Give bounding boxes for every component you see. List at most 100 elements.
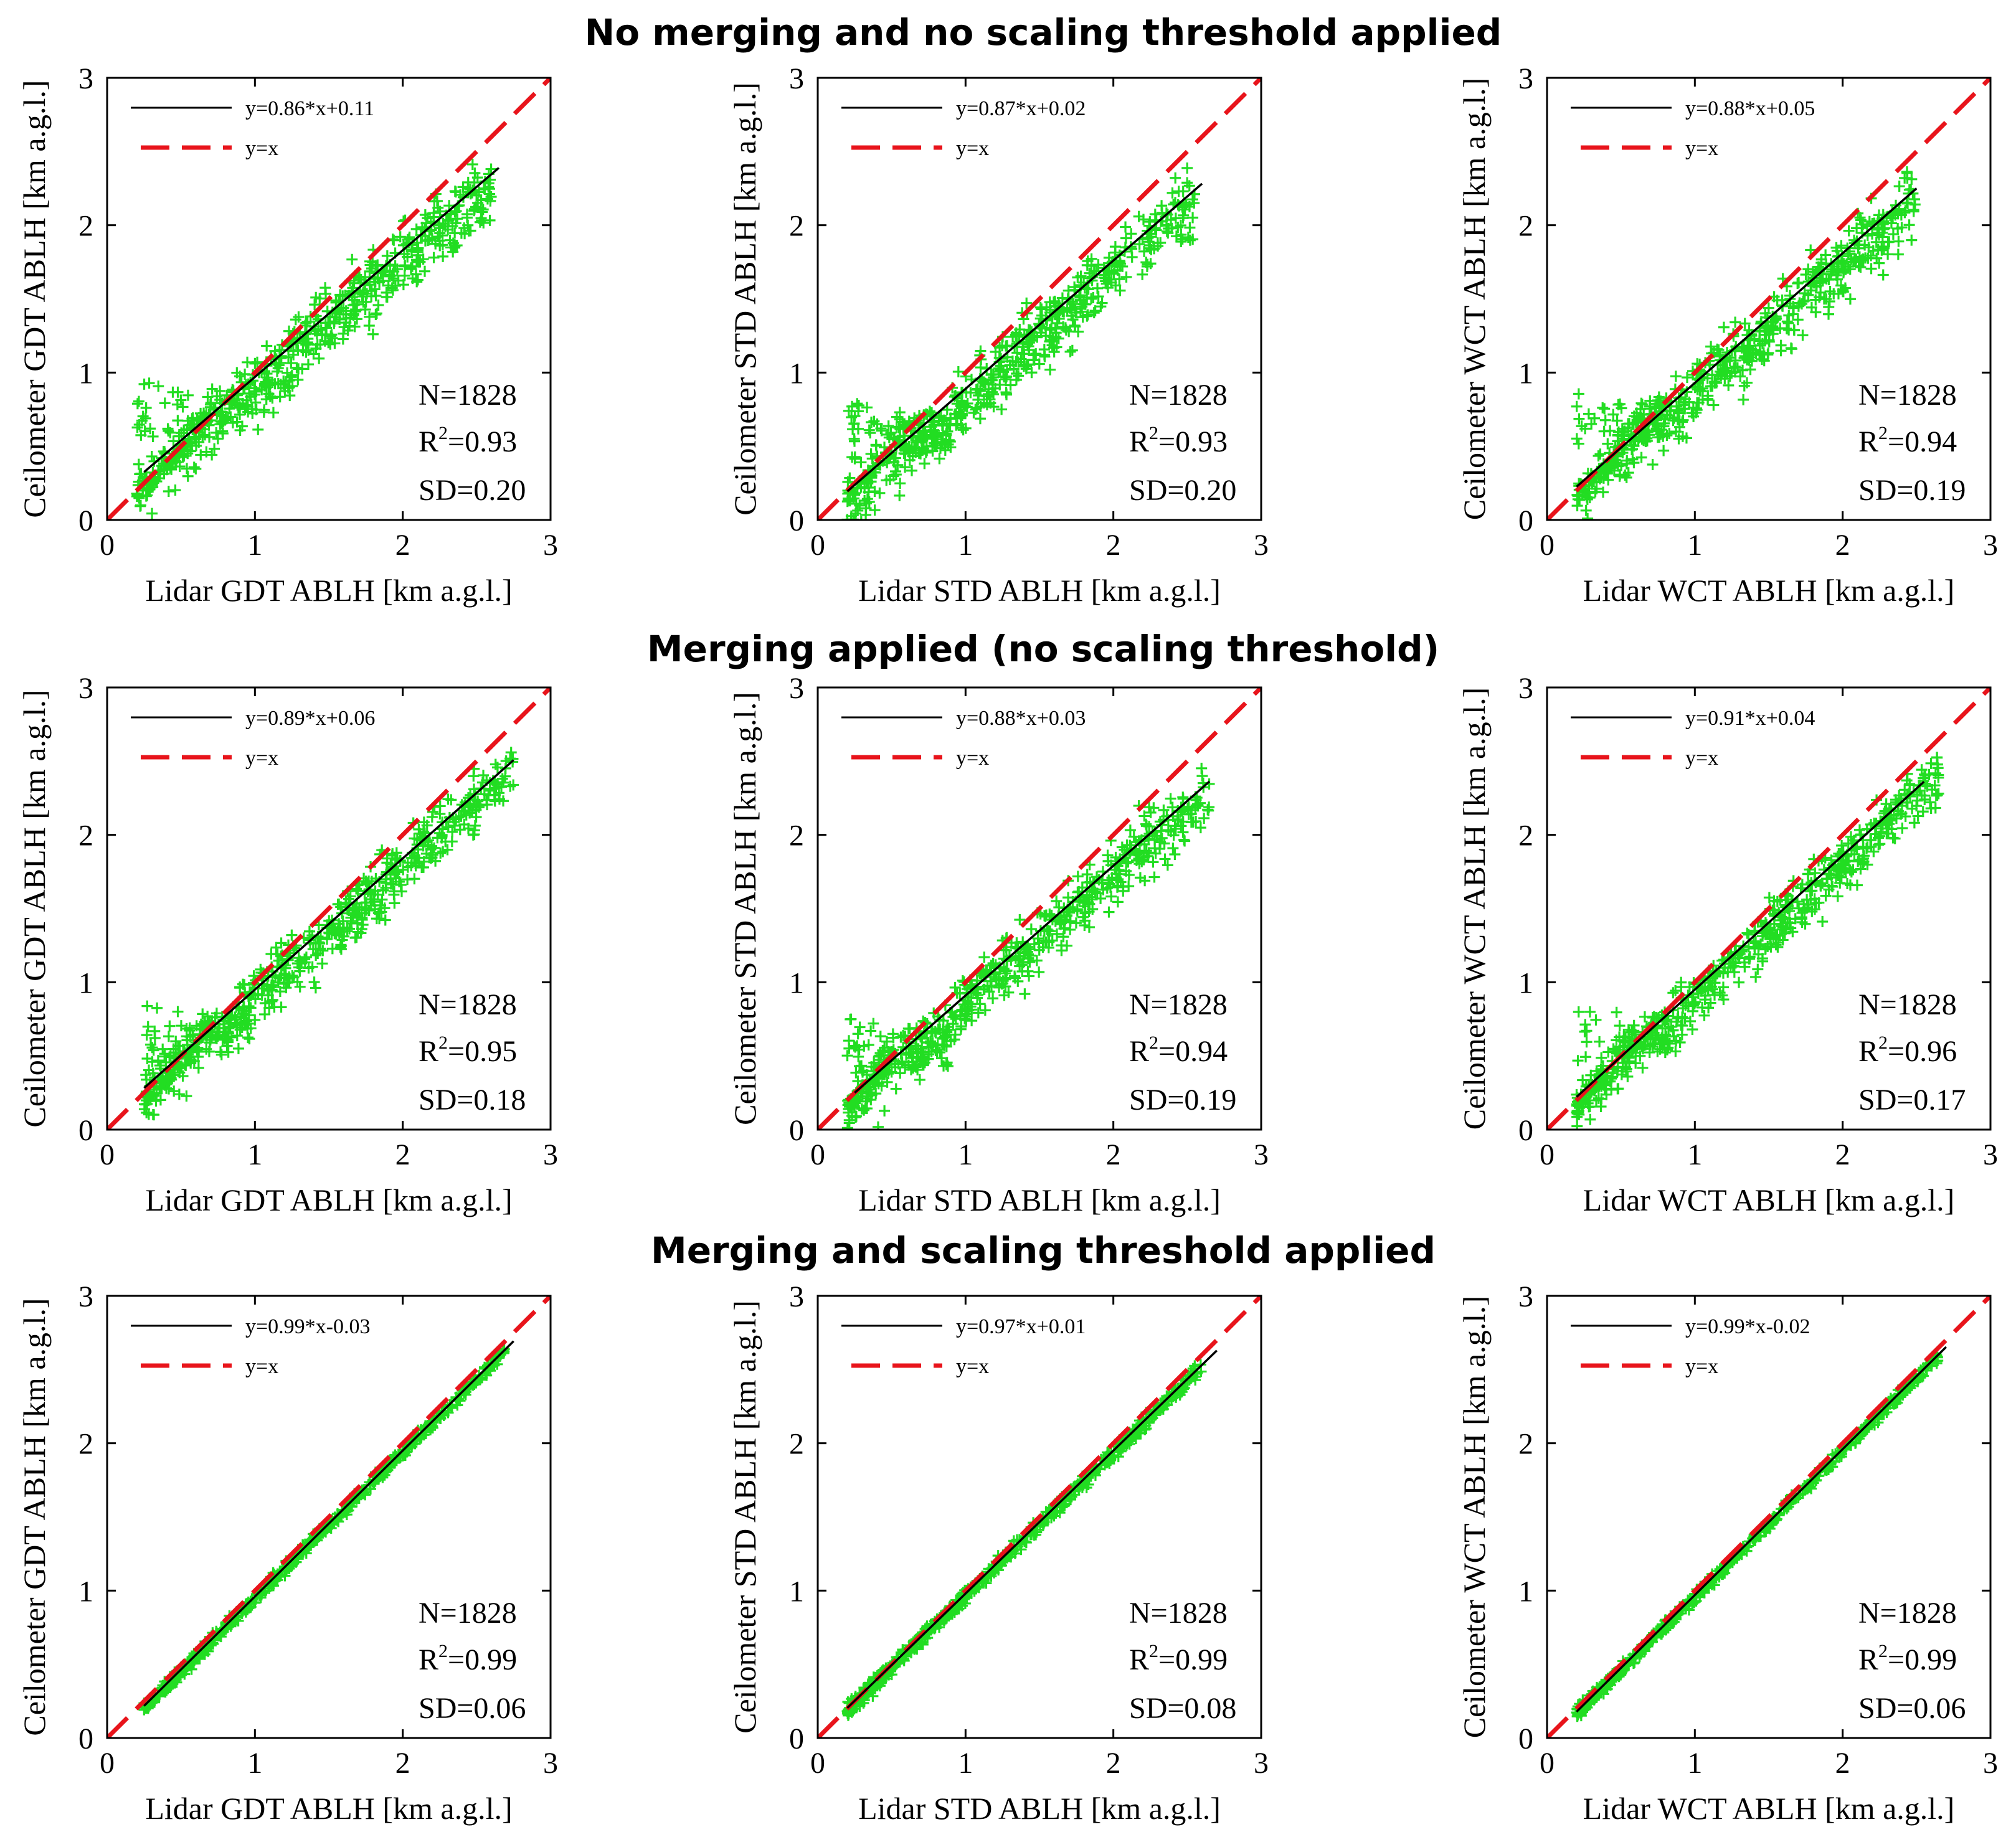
data-point [434, 240, 446, 252]
data-point [1871, 252, 1883, 264]
data-point [987, 993, 999, 1004]
data-point [163, 1031, 174, 1042]
data-point [1072, 871, 1084, 882]
data-point [1874, 830, 1885, 842]
data-point [1198, 812, 1210, 824]
data-point [1140, 820, 1152, 832]
data-point [369, 896, 381, 908]
data-point [1000, 387, 1012, 399]
data-point [1765, 321, 1777, 333]
data-point [1022, 338, 1034, 350]
data-point [310, 950, 322, 961]
data-point [1901, 796, 1913, 808]
data-point [165, 461, 177, 473]
data-point [1741, 927, 1753, 939]
x-axis-label: Lidar GDT ABLH [km a.g.l.] [145, 1791, 512, 1826]
data-point [1763, 347, 1774, 359]
data-point [1167, 187, 1178, 199]
data-point [1196, 762, 1208, 774]
data-point [1148, 243, 1160, 255]
data-point [841, 1122, 853, 1130]
data-point [315, 932, 326, 943]
data-point [1040, 330, 1052, 342]
data-point [1748, 333, 1760, 345]
data-point [894, 407, 906, 418]
x-tick-label: 0 [1540, 1138, 1555, 1171]
data-point [182, 470, 194, 482]
data-point [469, 167, 481, 179]
fit-line [143, 759, 514, 1089]
data-point [252, 356, 263, 368]
data-point [954, 408, 966, 420]
data-point [1738, 956, 1750, 968]
data-point [1156, 200, 1168, 212]
data-point [1178, 834, 1190, 846]
stat-n: N=1828 [419, 988, 517, 1021]
data-point [1086, 275, 1098, 286]
data-point [858, 1065, 869, 1077]
data-point [907, 450, 919, 462]
data-point [475, 212, 487, 224]
data-point [1084, 891, 1096, 903]
data-point [1058, 931, 1069, 943]
data-point [141, 1074, 153, 1085]
data-point [212, 433, 224, 445]
data-point [952, 366, 964, 377]
data-point [1830, 270, 1842, 281]
data-point [316, 1527, 328, 1539]
data-point [1658, 445, 1670, 456]
data-point [280, 982, 292, 994]
data-point [1591, 1095, 1602, 1107]
data-point [1670, 1016, 1682, 1027]
data-point [1867, 245, 1879, 257]
data-point [1797, 329, 1809, 341]
data-point [1708, 399, 1720, 411]
data-point [293, 363, 305, 375]
data-point [291, 958, 303, 970]
data-point [1723, 379, 1734, 391]
data-point [1738, 394, 1749, 405]
data-point [140, 402, 152, 414]
data-point [1022, 965, 1034, 977]
row-title-1: No merging and no scaling threshold appl… [585, 11, 1502, 54]
data-point [1802, 868, 1814, 880]
data-point [156, 1083, 168, 1095]
data-point [1072, 272, 1084, 283]
data-point [1802, 289, 1814, 301]
stat-r2-exponent: 2 [438, 423, 448, 443]
data-point [379, 902, 390, 914]
data-point [954, 988, 966, 999]
data-point [1759, 334, 1771, 346]
data-point [1823, 273, 1835, 285]
row-title-3: Merging and scaling threshold applied [651, 1229, 1436, 1272]
data-point [1010, 374, 1022, 385]
data-point [1813, 897, 1825, 909]
data-point [242, 356, 253, 368]
data-point [392, 865, 404, 877]
data-point [300, 317, 312, 329]
data-point [428, 196, 440, 207]
data-point [1908, 817, 1920, 829]
data-point [333, 898, 345, 910]
data-point [243, 1000, 255, 1012]
data-point [990, 346, 1001, 358]
data-point [264, 379, 276, 391]
data-point [1860, 252, 1872, 264]
stat-sd: SD=0.17 [1858, 1084, 1966, 1117]
legend-identity-label: y=x [956, 137, 989, 160]
data-point [888, 456, 900, 468]
data-point [1046, 339, 1058, 351]
data-point [385, 873, 397, 885]
data-point [1804, 885, 1816, 897]
data-point [1893, 181, 1905, 192]
data-point [1033, 966, 1045, 978]
data-point [1705, 997, 1716, 1009]
data-point [1202, 804, 1214, 816]
data-point [163, 1072, 175, 1084]
data-point [1887, 229, 1899, 240]
data-point [1592, 450, 1604, 462]
data-point [1081, 889, 1093, 901]
data-point [267, 392, 278, 404]
data-point [424, 852, 435, 864]
data-point [1718, 994, 1730, 1006]
